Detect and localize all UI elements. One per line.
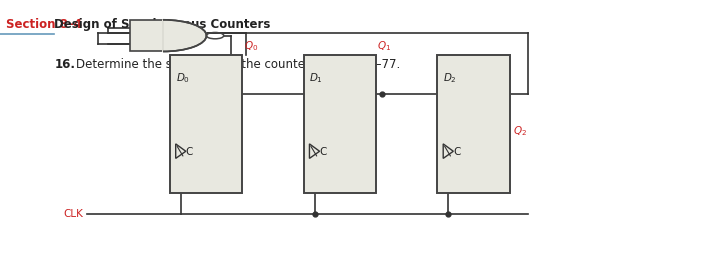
FancyBboxPatch shape (304, 55, 376, 193)
Text: $Q_0$: $Q_0$ (244, 39, 258, 53)
Text: Determine the sequence of the counter in Figure 8–77.: Determine the sequence of the counter in… (76, 58, 400, 71)
Text: $Q_2$: $Q_2$ (513, 124, 527, 138)
Text: Design of Synchronous Counters: Design of Synchronous Counters (54, 18, 270, 31)
Text: $D_0$: $D_0$ (176, 71, 190, 85)
FancyBboxPatch shape (130, 20, 163, 51)
Text: $D_1$: $D_1$ (309, 71, 323, 85)
Text: 16.: 16. (54, 58, 75, 71)
FancyBboxPatch shape (170, 55, 242, 193)
Text: CLK: CLK (64, 209, 83, 219)
Text: C: C (453, 147, 461, 157)
Text: C: C (186, 147, 193, 157)
FancyBboxPatch shape (437, 55, 510, 193)
Text: C: C (320, 147, 327, 157)
Text: $D_2$: $D_2$ (443, 71, 457, 85)
Text: $Q_1$: $Q_1$ (377, 39, 392, 53)
Polygon shape (163, 20, 206, 51)
Text: Section 8–4: Section 8–4 (6, 18, 82, 31)
